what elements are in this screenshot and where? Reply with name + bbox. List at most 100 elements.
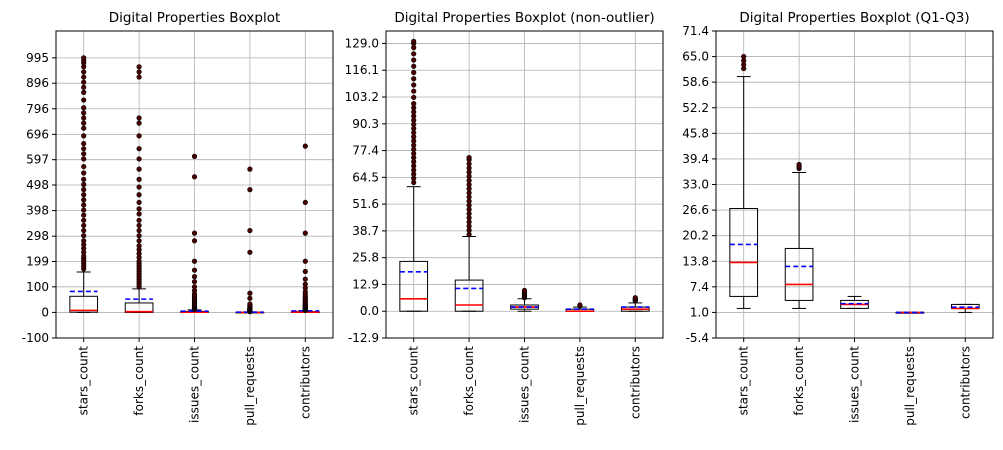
y-tick-label: 26.6 <box>682 203 709 217</box>
box-pull_requests <box>895 311 925 314</box>
outlier-point <box>741 53 747 60</box>
iqr-box <box>729 207 759 297</box>
x-tick-label: forks_count <box>792 346 806 416</box>
y-tick-label: 33.0 <box>682 178 709 192</box>
box-contributors <box>950 303 980 313</box>
x-tick-label: contributors <box>628 346 642 419</box>
outlier-point <box>302 276 308 282</box>
chart-panel-2: -12.9 0.0 12.9 25.8 38.7 51.6 64.5 77.4 90.3 103.… <box>345 10 664 426</box>
outlier-point <box>302 281 308 287</box>
box-issues_count <box>180 153 209 313</box>
outlier-point <box>81 227 87 234</box>
outlier-point <box>191 258 198 264</box>
outlier-point <box>136 199 142 206</box>
outlier-point <box>81 197 87 203</box>
chart-panel-1: -100 0 100 199 298 398 498 597 696 796 896 995 stars… <box>22 10 334 426</box>
y-tick-label: 199 <box>26 255 49 269</box>
y-tick-label: 129.0 <box>345 36 379 50</box>
outlier-point <box>136 211 142 217</box>
outlier-point <box>302 258 308 264</box>
x-tick-label: pull_requests <box>903 346 917 426</box>
outlier-point <box>81 125 87 131</box>
y-tick-label: 0.0 <box>360 304 379 318</box>
y-tick-label: 995 <box>26 51 49 65</box>
outlier-point <box>81 69 87 75</box>
box-stars_count <box>729 53 759 309</box>
y-tick-label: 51.6 <box>352 197 379 211</box>
outlier-point <box>521 287 528 294</box>
outlier-point <box>81 151 87 157</box>
box-stars_count <box>69 55 99 313</box>
y-tick-label: 896 <box>26 76 49 90</box>
outlier-point <box>191 238 198 244</box>
outlier-point <box>191 267 198 273</box>
outlier-point <box>411 57 417 63</box>
x-tick-label: issues_count <box>518 346 532 423</box>
outlier-point <box>81 146 87 152</box>
outlier-point <box>136 176 142 182</box>
outlier-point <box>411 63 417 69</box>
y-tick-label: 796 <box>26 102 49 116</box>
outlier-point <box>81 176 87 182</box>
outlier-point <box>136 227 142 234</box>
outlier-point <box>247 290 253 296</box>
outlier-point <box>81 192 87 198</box>
outlier-point <box>81 120 87 126</box>
iqr-box <box>69 295 99 313</box>
outlier-point <box>136 115 142 121</box>
iqr-box <box>399 260 429 312</box>
x-tick-label: contributors <box>298 346 312 419</box>
outlier-point <box>81 55 87 61</box>
outlier-point <box>411 69 417 76</box>
y-tick-label: 103.2 <box>345 90 379 104</box>
y-tick-label: 52.2 <box>682 101 709 115</box>
outlier-point <box>81 89 87 95</box>
x-tick-label: contributors <box>958 346 972 419</box>
box-pull_requests <box>235 166 265 315</box>
y-tick-label: 25.8 <box>352 251 379 265</box>
outlier-point <box>632 295 638 301</box>
box-issues_count <box>510 287 539 312</box>
outlier-point <box>247 187 253 193</box>
x-tick-label: stars_count <box>737 346 751 416</box>
outlier-point <box>136 166 142 172</box>
outlier-point <box>136 64 142 70</box>
outlier-point <box>136 217 142 223</box>
outlier-point <box>81 222 87 229</box>
y-tick-label: 7.4 <box>690 280 709 294</box>
chart-title: Digital Properties Boxplot <box>109 10 281 26</box>
outlier-point <box>302 143 308 149</box>
outlier-point <box>81 187 87 193</box>
y-tick-label: 597 <box>26 153 49 167</box>
outlier-point <box>81 207 87 213</box>
x-tick-label: stars_count <box>407 346 421 416</box>
outlier-point <box>81 140 87 147</box>
x-tick-label: forks_count <box>132 346 146 416</box>
y-tick-label: -5.4 <box>686 331 709 345</box>
iqr-box <box>784 247 814 301</box>
y-tick-label: 1.0 <box>690 305 709 319</box>
outlier-point <box>302 268 308 275</box>
outlier-point <box>136 233 142 239</box>
y-tick-label: 39.4 <box>682 152 709 166</box>
outlier-point <box>81 84 87 90</box>
outlier-point <box>796 161 802 168</box>
outlier-point <box>81 238 87 244</box>
x-tick-label: pull_requests <box>243 346 257 426</box>
outlier-point <box>136 156 142 162</box>
outlier-point <box>81 233 87 239</box>
outlier-point <box>81 217 87 223</box>
y-tick-label: -100 <box>22 331 49 345</box>
outlier-point <box>411 82 417 88</box>
box-issues_count <box>840 295 869 309</box>
box-contributors <box>620 295 650 312</box>
chart-panel-3: -5.4 1.0 7.4 13.8 20.2 26.6 33.0 39.4 45.8 52.2 58… <box>682 10 994 426</box>
outlier-point <box>81 105 87 111</box>
y-tick-label: 0 <box>41 305 49 319</box>
box-forks_count <box>454 155 484 312</box>
outlier-point <box>81 212 87 218</box>
outlier-point <box>191 274 198 280</box>
outlier-point <box>81 181 87 188</box>
y-tick-label: 45.8 <box>682 126 709 140</box>
